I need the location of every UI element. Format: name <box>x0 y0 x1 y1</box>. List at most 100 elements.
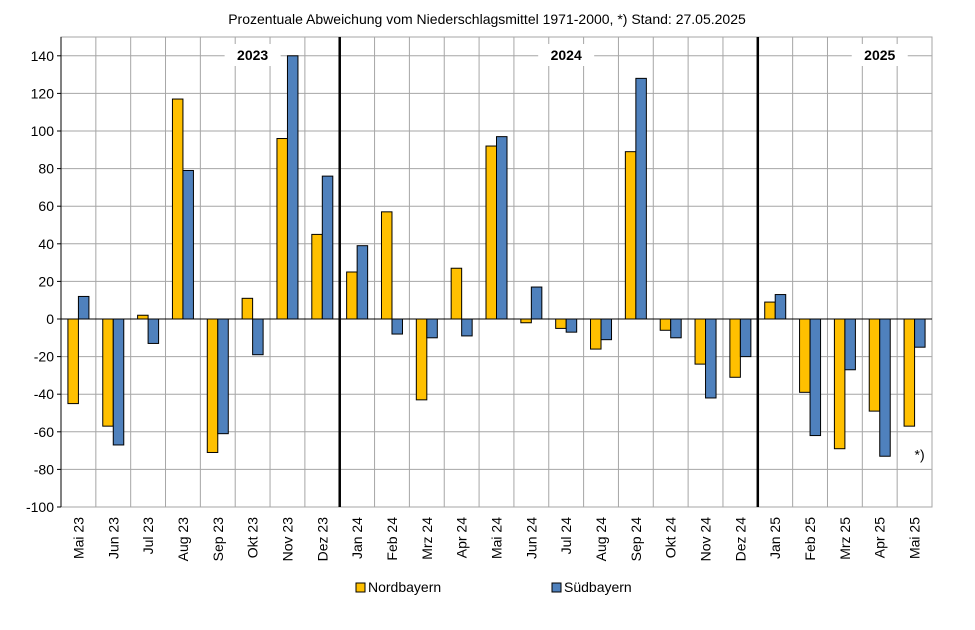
bar-suedbayern <box>391 318 403 335</box>
bar-nordbayern <box>555 318 567 329</box>
bar-suedbayern <box>286 55 299 320</box>
year-label: 2023 <box>237 47 268 63</box>
bar-nordbayern <box>624 151 637 320</box>
x-tick-label: Jan 24 <box>349 517 365 559</box>
x-tick-label: Mai 24 <box>489 517 505 559</box>
y-tick-label: -20 <box>34 349 54 365</box>
y-axis: 140 120 100 80 60 40 20 0 -20 -40 -60 -80 -100 <box>26 37 62 515</box>
x-tick-label: Jan 25 <box>767 517 783 559</box>
bar-nordbayern <box>868 318 881 412</box>
bar-suedbayern <box>565 318 578 333</box>
bar-nordbayern <box>659 318 672 331</box>
bar-suedbayern <box>635 77 647 320</box>
x-tick-label: Jul 23 <box>140 517 156 555</box>
x-tick-label: Okt 23 <box>245 517 261 558</box>
year-label-bg <box>224 44 281 66</box>
y-tick-label: 80 <box>38 161 54 177</box>
bar-nordbayern <box>694 318 707 365</box>
bar-nordbayern <box>276 138 288 320</box>
bar-suedbayern <box>321 175 334 320</box>
bar-suedbayern <box>426 318 438 339</box>
legend-swatch-nordbayern <box>355 582 366 593</box>
bar-suedbayern <box>252 318 264 356</box>
x-tick-label: Feb 25 <box>802 517 818 561</box>
year-labels: 2023 2024 2025 <box>224 44 908 66</box>
bar-suedbayern <box>496 136 508 320</box>
year-label: 2024 <box>551 47 582 63</box>
bar-nordbayern <box>380 211 393 320</box>
x-tick-label: Aug 23 <box>175 517 191 562</box>
bar-suedbayern <box>739 318 752 358</box>
year-label: 2025 <box>864 47 895 63</box>
bar-suedbayern <box>217 318 229 435</box>
bar-nordbayern <box>137 314 149 320</box>
year-label-bg <box>538 44 595 66</box>
bar-suedbayern <box>356 245 369 320</box>
bar-suedbayern <box>914 318 926 348</box>
x-tick-label: Apr 25 <box>872 517 888 558</box>
x-tick-label: Mai 23 <box>70 517 86 559</box>
y-tick-label: 20 <box>38 273 54 289</box>
x-tick-label: Mrz 24 <box>419 517 435 560</box>
bar-suedbayern <box>809 318 822 437</box>
y-tick-label: 120 <box>31 85 55 101</box>
x-tick-label: Jun 24 <box>523 517 539 559</box>
bar-nordbayern <box>171 98 184 320</box>
x-tick-label: Sep 23 <box>210 517 226 562</box>
y-tick-label: -40 <box>34 386 54 402</box>
x-tick-label: Jun 23 <box>105 517 121 559</box>
bar-suedbayern <box>147 318 160 344</box>
x-tick-label: Okt 24 <box>663 517 679 558</box>
x-axis: Mai 23 Jun 23 Jul 23 Aug 23 Sep 23 Okt 23 Nov … <box>70 517 922 562</box>
x-tick-label: Apr 24 <box>454 517 470 558</box>
x-tick-label: Feb 24 <box>384 517 400 561</box>
bar-nordbayern <box>67 318 79 405</box>
y-tick-label: 0 <box>46 311 54 327</box>
bar-nordbayern <box>590 318 602 350</box>
y-tick-label: -100 <box>26 499 54 515</box>
chart-title: Prozentuale Abweichung vom Niederschlags… <box>228 11 746 27</box>
legend-swatch-suedbayern <box>551 582 562 593</box>
x-tick-label: Jul 24 <box>558 517 574 555</box>
year-label-bg <box>851 44 908 66</box>
bar-nordbayern <box>833 318 846 450</box>
y-tick-label: 140 <box>31 48 55 64</box>
bar-suedbayern <box>182 169 194 320</box>
bar-nordbayern <box>903 318 916 427</box>
bar-suedbayern <box>77 295 90 320</box>
bar-suedbayern <box>670 318 682 339</box>
bar-nordbayern <box>799 318 811 393</box>
x-tick-label: Mai 25 <box>907 517 923 559</box>
bar-suedbayern <box>461 318 473 337</box>
annotations: *) <box>915 446 925 462</box>
bar-suedbayern <box>600 318 613 341</box>
bar-nordbayern <box>729 318 741 378</box>
y-tick-label: 40 <box>38 236 54 252</box>
x-tick-label: Mrz 25 <box>837 517 853 560</box>
x-tick-label: Dez 23 <box>314 517 330 562</box>
bar-nordbayern <box>450 267 463 320</box>
y-tick-label: -80 <box>34 461 54 477</box>
bar-suedbayern <box>774 294 787 320</box>
y-tick-label: 100 <box>31 123 55 139</box>
bar-nordbayern <box>241 297 254 320</box>
legend-label-nordbayern: Nordbayern <box>368 579 441 595</box>
bar-nordbayern <box>206 318 219 453</box>
year-separators <box>338 37 760 507</box>
legend: Nordbayern Südbayern <box>355 579 632 595</box>
bar-suedbayern <box>705 318 717 399</box>
x-tick-label: Nov 23 <box>279 517 295 562</box>
x-tick-label: Dez 24 <box>732 517 748 562</box>
gridlines <box>60 36 933 508</box>
y-tick-label: 60 <box>38 198 54 214</box>
bar-suedbayern <box>530 286 543 320</box>
bar-suedbayern <box>879 318 891 457</box>
bar-suedbayern <box>112 318 125 446</box>
x-tick-label: Sep 24 <box>628 517 644 562</box>
bar-nordbayern <box>764 301 776 320</box>
x-tick-label: Nov 24 <box>698 517 714 562</box>
legend-label-suedbayern: Südbayern <box>564 579 632 595</box>
annotation-asterisk: *) <box>915 446 925 462</box>
x-tick-label: Aug 24 <box>593 517 609 562</box>
